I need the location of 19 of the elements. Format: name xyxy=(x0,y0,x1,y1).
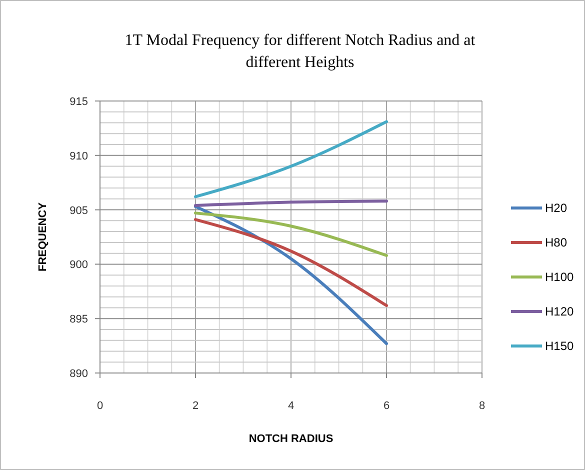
x-axis-title: NOTCH RADIUS xyxy=(248,433,334,445)
x-tick-label: 8 xyxy=(478,400,486,412)
y-tick-label: 915 xyxy=(70,96,88,108)
y-tick-label: 905 xyxy=(70,204,88,217)
x-tick-label: 2 xyxy=(192,400,199,412)
x-tick-label: 6 xyxy=(383,400,390,412)
x-tick-label: 0 xyxy=(96,400,104,412)
legend-label: H120 xyxy=(545,304,574,318)
legend-label: H150 xyxy=(545,339,574,353)
legend-label: H100 xyxy=(545,270,574,284)
y-axis-title: FREQUENCY xyxy=(37,202,49,272)
legend-label: H20 xyxy=(545,201,568,215)
chart-title: 1T Modal Frequency for different Notch Radius and at different Heights xyxy=(124,32,476,71)
y-tick-label: 900 xyxy=(70,259,88,272)
legend-label: H80 xyxy=(545,236,568,250)
x-tick-label: 4 xyxy=(288,400,294,412)
y-tick-label: 895 xyxy=(70,314,88,326)
y-tick-label: 890 xyxy=(70,368,88,380)
y-tick-label: 910 xyxy=(70,150,88,162)
